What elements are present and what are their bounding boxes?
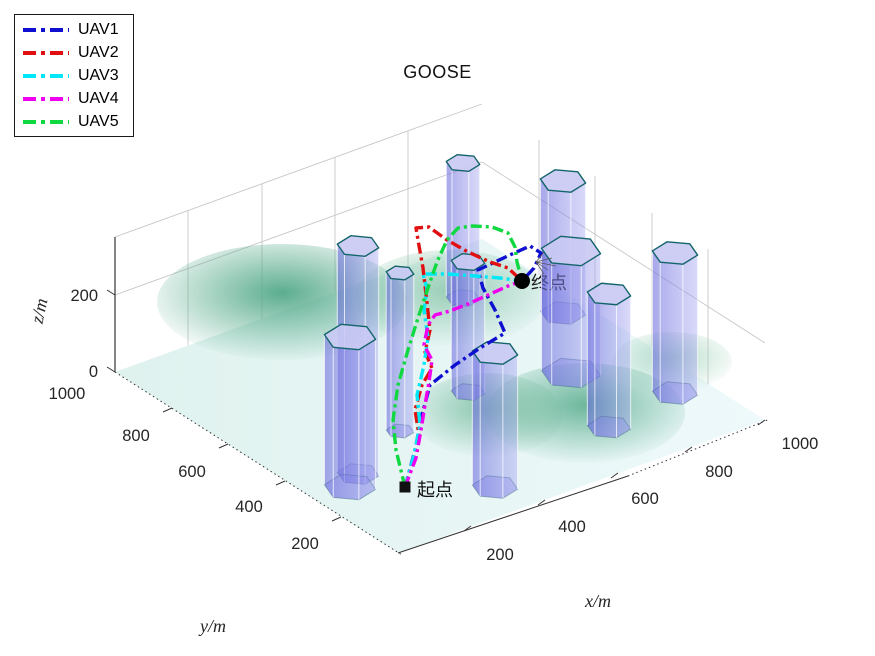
axes: 200 400 600 800 1000 1000 800 600 400 200 200 0 x/m y… — [27, 237, 819, 636]
trajectory-uav5 — [391, 224, 524, 488]
building-obstacle — [385, 265, 415, 439]
x-axis-label: x/m — [584, 591, 611, 611]
legend-line-uav3 — [23, 73, 69, 78]
building-obstacle — [651, 241, 699, 405]
legend-label-uav5: UAV5 — [78, 112, 119, 130]
building-obstacle — [540, 235, 602, 389]
y-tick-label: 600 — [178, 463, 206, 481]
x-tick-label: 800 — [705, 463, 733, 481]
uav-trajectories — [391, 224, 543, 488]
building-obstacle — [586, 282, 632, 439]
x-tick-label: 400 — [558, 518, 586, 536]
y-tick-label: 400 — [235, 498, 263, 516]
z-tick-label: 200 — [70, 287, 98, 305]
legend-line-uav4 — [23, 96, 69, 101]
x-tick-label: 600 — [631, 490, 659, 508]
y-tick-label: 1000 — [49, 385, 86, 403]
trajectory-uav3 — [403, 272, 523, 488]
building-obstacle — [323, 323, 377, 501]
x-tick-label: 200 — [486, 546, 514, 564]
building-obstacle — [471, 341, 519, 499]
buildings-front — [323, 235, 632, 501]
legend-entry-uav4: UAV4 — [23, 90, 119, 107]
z-tick-label: 0 — [89, 363, 98, 381]
z-axis-label: z/m — [27, 296, 52, 326]
legend-label-uav2: UAV2 — [78, 43, 119, 61]
legend-line-uav5 — [23, 119, 69, 124]
start-point-marker — [399, 481, 411, 493]
y-tick-label: 800 — [122, 427, 150, 445]
legend-entry-uav2: UAV2 — [23, 44, 119, 61]
legend-box: UAV1 UAV2 UAV3 UAV4 UAV5 — [14, 14, 134, 137]
legend-line-uav1 — [23, 27, 69, 32]
legend-entry-uav5: UAV5 — [23, 113, 119, 130]
legend-line-uav2 — [23, 50, 69, 55]
y-tick-label: 200 — [291, 535, 319, 553]
legend-entry-uav1: UAV1 — [23, 21, 119, 38]
chart-title: GOOSE — [403, 62, 472, 82]
legend-label-uav3: UAV3 — [78, 66, 119, 84]
endpoint-markers: 起点 — [399, 251, 557, 501]
legend-entry-uav3: UAV3 — [23, 67, 119, 84]
legend-label-uav1: UAV1 — [78, 20, 119, 38]
end-point-marker — [514, 273, 530, 289]
y-axis-label: y/m — [198, 616, 226, 636]
start-point-label: 起点 — [417, 480, 453, 501]
trajectory-uav2 — [403, 225, 524, 488]
x-tick-label: 1000 — [782, 435, 819, 453]
trajectory-uav4 — [403, 279, 523, 488]
legend-label-uav4: UAV4 — [78, 89, 119, 107]
